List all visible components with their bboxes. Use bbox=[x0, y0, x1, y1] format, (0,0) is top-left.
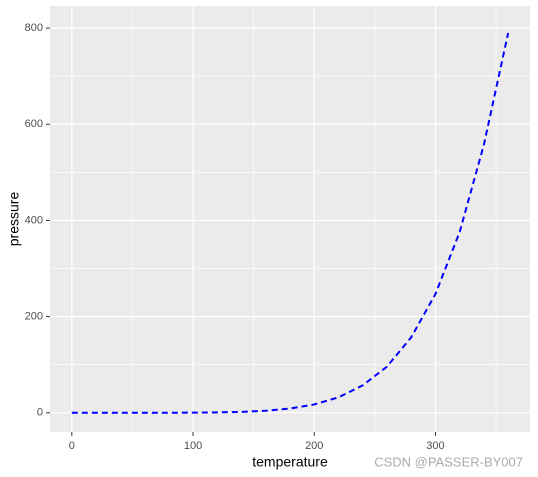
y-tick-label: 600 bbox=[25, 118, 43, 130]
x-tick-label: 0 bbox=[69, 440, 75, 452]
y-tick-label: 400 bbox=[25, 214, 43, 226]
x-tick-label: 200 bbox=[305, 440, 323, 452]
y-tick-label: 800 bbox=[25, 22, 43, 34]
panel bbox=[50, 6, 530, 432]
data-line bbox=[71, 32, 510, 414]
y-tick-label: 200 bbox=[25, 311, 43, 323]
watermark: CSDN @PASSER-BY007 bbox=[374, 454, 523, 469]
x-tick-label: 100 bbox=[184, 440, 202, 452]
y-tick-label: 0 bbox=[37, 407, 43, 419]
x-axis-title: temperature bbox=[252, 454, 328, 470]
y-axis-title: pressure bbox=[6, 192, 22, 247]
x-tick-label: 300 bbox=[426, 440, 444, 452]
